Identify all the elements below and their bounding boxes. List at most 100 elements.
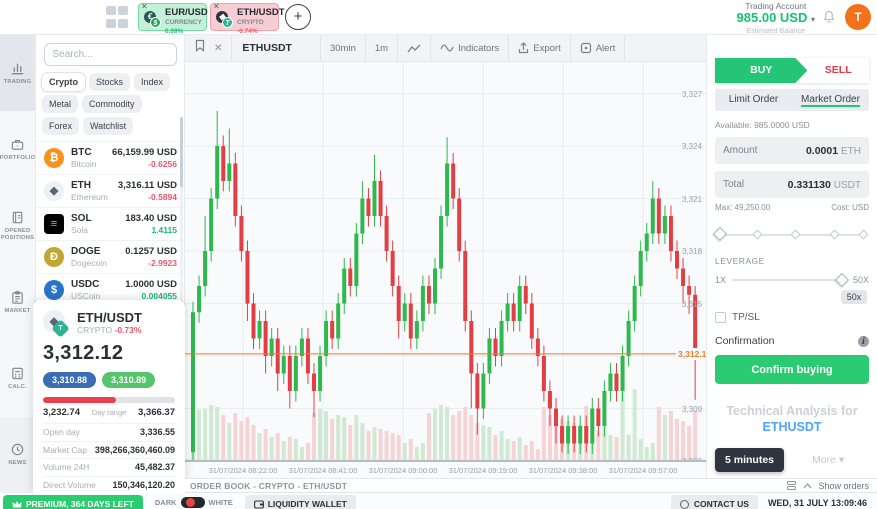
instrument-row-btc[interactable]: ₿ BTC Bitcoin 66,159.99 USD -0.6256	[36, 141, 184, 174]
category-tab-crypto[interactable]: Crypto	[42, 73, 85, 91]
candle-body	[535, 338, 540, 356]
volume-bar	[433, 409, 437, 461]
analysis-timeframe-button[interactable]: 5 minutes	[715, 448, 785, 472]
instrument-symbol: DOGE	[71, 246, 101, 257]
amount-field[interactable]: Amount 0.0001 ETH	[715, 137, 869, 164]
candle-body	[293, 356, 298, 391]
instrument-row-usdc[interactable]: $ USDC USCoin 1.0000 USD 0.004055	[36, 273, 184, 306]
instrument-row-sol[interactable]: ≡ SOL Sola 183.40 USD 1.4115	[36, 207, 184, 240]
card-stat-row: Volume 24H 45,482.37	[43, 458, 175, 476]
sidebar-item-portfolio[interactable]: PORTFOLIO	[0, 111, 35, 187]
search-input[interactable]	[43, 43, 177, 66]
amount-slider[interactable]	[712, 226, 869, 242]
instrument-row-eth[interactable]: ◆ ETH Ethereum 3,316.11 USD -0.5894	[36, 174, 184, 207]
sell-tab[interactable]: SELL	[807, 58, 869, 83]
candle-body	[451, 163, 456, 199]
category-tab-stocks[interactable]: Stocks	[89, 73, 131, 91]
theme-switch[interactable]	[180, 497, 205, 508]
tpsl-checkbox[interactable]	[715, 312, 726, 323]
stat-label: Volume 24H	[43, 462, 90, 473]
notifications-bell-icon[interactable]	[821, 8, 837, 24]
leverage-slider-handle[interactable]	[834, 272, 850, 288]
show-orders-toggle[interactable]: Show orders	[786, 480, 869, 491]
category-tab-index[interactable]: Index	[134, 73, 171, 91]
bottom-bar: PREMIUM, 364 DAYS LEFT DARK WHITE LIQUID…	[0, 493, 877, 509]
close-icon[interactable]: ✕	[213, 2, 220, 11]
account-summary[interactable]: Trading Account 985.00 USD ▾ Estimated B…	[737, 1, 815, 36]
theme-toggle[interactable]: DARK WHITE	[155, 497, 233, 508]
price-chart[interactable]	[185, 62, 706, 461]
sidebar-item-opened-positions[interactable]: OPENED POSITIONS	[0, 188, 35, 264]
info-icon[interactable]: i	[858, 335, 869, 347]
volume-bar	[457, 411, 462, 461]
bookmark-icon[interactable]	[194, 39, 206, 57]
scrollbar[interactable]	[180, 117, 183, 327]
limit-order-tab[interactable]: Limit Order	[728, 94, 779, 105]
timeframe-30min-button[interactable]: 30min	[319, 34, 366, 62]
liquidity-wallet-button[interactable]: LIQUIDITY WALLET	[244, 495, 356, 509]
sidebar-item-trading[interactable]: TRADING	[0, 35, 35, 112]
volume-bar	[390, 433, 395, 461]
category-tab-commodity[interactable]: Commodity	[82, 95, 142, 113]
volume-bar	[245, 417, 250, 461]
chart-type-button[interactable]	[398, 34, 432, 62]
instrument-row-doge[interactable]: Đ DOGE Dogecoin 0.1257 USD -2.9923	[36, 240, 184, 273]
leverage-slider[interactable]	[732, 272, 850, 288]
x-tick-label: 31/07/2024 09:57:00	[608, 466, 678, 475]
category-tab-watchlist[interactable]: Watchlist	[83, 117, 134, 135]
market-order-tab[interactable]: Market Order	[801, 94, 860, 105]
tab-category: CRYPTO	[237, 19, 264, 26]
x-tick-label: 31/07/2024 08:22:00	[208, 466, 278, 475]
sidebar-item-market[interactable]: MARKET	[0, 264, 35, 340]
stat-value: 398,266,360,460.09	[94, 444, 175, 455]
volume-bar	[541, 407, 546, 461]
total-field[interactable]: Total 0.331130 USDT	[715, 171, 869, 198]
bid-price-button[interactable]: 3,310.88	[43, 372, 97, 388]
volume-bar	[535, 449, 540, 461]
instrument-tab-eurusd[interactable]: ✕ € $ EUR/USD CURRENCY 0.09%	[138, 2, 208, 35]
add-instrument-button[interactable]: +	[285, 4, 311, 30]
volume-bar	[632, 389, 637, 461]
candle-body	[414, 321, 419, 339]
candle-body	[596, 408, 601, 426]
candle-body	[554, 408, 558, 426]
volume-bar	[445, 407, 450, 461]
user-avatar[interactable]: T	[845, 4, 871, 30]
premium-button[interactable]: PREMIUM, 364 DAYS LEFT	[3, 495, 143, 509]
category-tab-metal[interactable]: Metal	[42, 95, 79, 113]
volume-bar	[608, 435, 613, 461]
volume-bar	[493, 435, 498, 461]
card-stat-row: Open day 3,336.55	[43, 423, 175, 441]
amount-slider-handle[interactable]	[712, 226, 728, 242]
close-icon[interactable]: ✕	[141, 2, 148, 11]
confirm-buying-button[interactable]: Confirm buying	[715, 355, 869, 384]
candle-body	[342, 268, 347, 304]
ethusdt-pair-icon: ◆ T	[43, 310, 70, 338]
x-tick-label: 31/07/2024 09:38:00	[528, 466, 598, 475]
volume-bar	[336, 415, 341, 461]
chart-canvas[interactable]: 3,3063,3093,3123,3153,3183,3213,3243,327…	[185, 62, 714, 466]
buy-tab[interactable]: BUY	[715, 58, 807, 83]
max-label: Max: 49,250.00	[715, 203, 771, 212]
volume-bar	[348, 425, 353, 461]
alert-button[interactable]: Alert	[571, 34, 626, 62]
export-button[interactable]: Export	[509, 34, 571, 62]
ask-price-button[interactable]: 3,310.89	[102, 372, 156, 388]
candle-body	[675, 251, 679, 269]
tpsl-option[interactable]: TP/SL	[715, 312, 869, 323]
timeframe-1m-button[interactable]: 1m	[366, 34, 399, 62]
category-tab-forex[interactable]: Forex	[42, 117, 80, 135]
candle-body	[354, 233, 359, 286]
layout-grid-button[interactable]	[106, 6, 130, 29]
confirmation-label: Confirmation	[715, 335, 775, 347]
sidebar-item-news[interactable]: NEWS	[0, 416, 35, 493]
sidebar-item-calc[interactable]: CALC.	[0, 340, 35, 416]
indicators-button[interactable]: Indicators	[431, 34, 510, 62]
calc-icon	[10, 366, 25, 381]
analysis-more-button[interactable]: More ▾	[812, 454, 845, 466]
instrument-tab-ethusdt[interactable]: ✕ ◆ T ETH/USDT CRYPTO -0.74%	[210, 2, 285, 35]
contact-us-button[interactable]: CONTACT US	[670, 495, 758, 509]
total-value: 0.331130	[787, 178, 831, 191]
volume-bar	[505, 439, 510, 461]
close-chart-icon[interactable]: ✕	[214, 42, 223, 54]
